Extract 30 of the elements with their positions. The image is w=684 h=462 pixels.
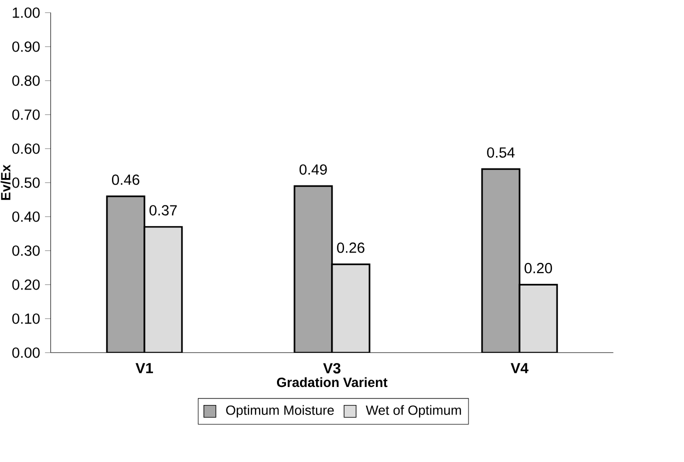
- y-tick-label: 0.30: [12, 245, 40, 256]
- y-tick-label: 0.70: [12, 109, 40, 120]
- data-label: 0.54: [487, 147, 515, 158]
- y-tick-label: 1.00: [12, 7, 40, 18]
- legend-label: Wet of Optimum: [366, 405, 461, 418]
- y-tick-label: 0.80: [12, 75, 40, 86]
- y-tick-label: 0.20: [12, 279, 40, 290]
- bar: [106, 195, 146, 353]
- y-tick-label: 0.40: [12, 211, 40, 222]
- legend-label: Optimum Moisture: [226, 405, 334, 418]
- y-tick-label: 0.00: [12, 347, 40, 358]
- data-label: 0.26: [337, 242, 364, 253]
- x-axis-title: Gradation Varient: [276, 377, 388, 388]
- bar: [481, 168, 520, 353]
- y-tick-label: 0.10: [12, 313, 40, 324]
- data-label: 0.49: [300, 164, 327, 175]
- data-label: 0.46: [112, 174, 140, 185]
- bar: [331, 263, 370, 353]
- x-tick-label: V3: [323, 363, 340, 374]
- bar: [144, 226, 183, 353]
- x-tick-label: V4: [510, 363, 528, 374]
- bar: [294, 185, 333, 353]
- y-tick-label: 0.90: [12, 41, 40, 52]
- bar: [518, 284, 558, 353]
- data-label: 0.20: [524, 262, 552, 274]
- data-label: 0.37: [150, 205, 177, 216]
- y-tick-label: 0.60: [12, 143, 40, 154]
- y-axis-title: Ev/Ex: [0, 164, 11, 200]
- x-tick-label: V1: [136, 363, 153, 374]
- y-tick-label: 0.50: [12, 177, 40, 188]
